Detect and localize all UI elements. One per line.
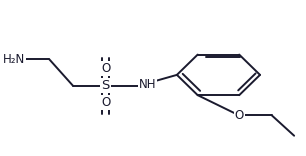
Text: H₂N: H₂N xyxy=(3,53,25,66)
Text: NH: NH xyxy=(139,78,156,91)
Text: O: O xyxy=(101,62,110,75)
Text: S: S xyxy=(102,79,110,92)
Text: O: O xyxy=(235,109,244,122)
Text: O: O xyxy=(101,96,110,109)
